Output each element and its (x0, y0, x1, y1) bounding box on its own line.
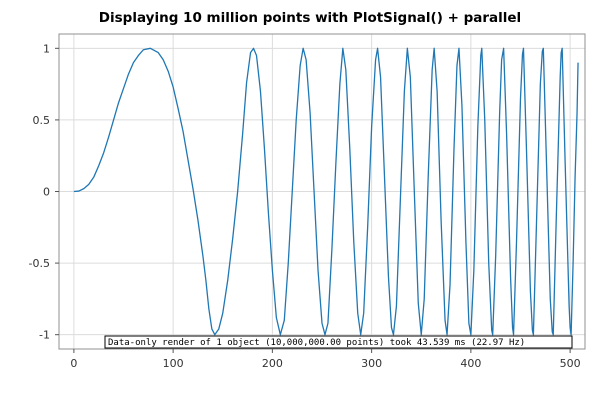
series-group (73, 47, 579, 336)
x-tick-label: 300 (361, 357, 382, 370)
x-tick-label: 500 (560, 357, 581, 370)
benchmark-text: Data-only render of 1 object (10,000,000… (108, 338, 525, 348)
y-tick-label: 0.5 (33, 114, 51, 127)
benchmark-box (104, 335, 573, 349)
x-axis-ticks: 0 100 200 300 400 500 (70, 349, 581, 370)
x-tick-label: 400 (460, 357, 481, 370)
x-tick-label: 200 (262, 357, 283, 370)
y-axis-ticks: 1 0.5 0 -0.5 -1 (29, 42, 59, 342)
x-tick-label: 0 (70, 357, 77, 370)
y-tick-label: -0.5 (29, 257, 50, 270)
series-line (73, 47, 579, 336)
y-tick-label: -1 (39, 329, 50, 342)
chart-title: Displaying 10 million points with PlotSi… (99, 10, 521, 26)
y-tick-label: 0 (43, 186, 50, 199)
y-tick-label: 1 (43, 42, 50, 55)
grid (59, 34, 585, 349)
benchmark-annotation: Data-only render of 1 object (10,000,000… (104, 335, 573, 349)
x-tick-label: 100 (163, 357, 184, 370)
